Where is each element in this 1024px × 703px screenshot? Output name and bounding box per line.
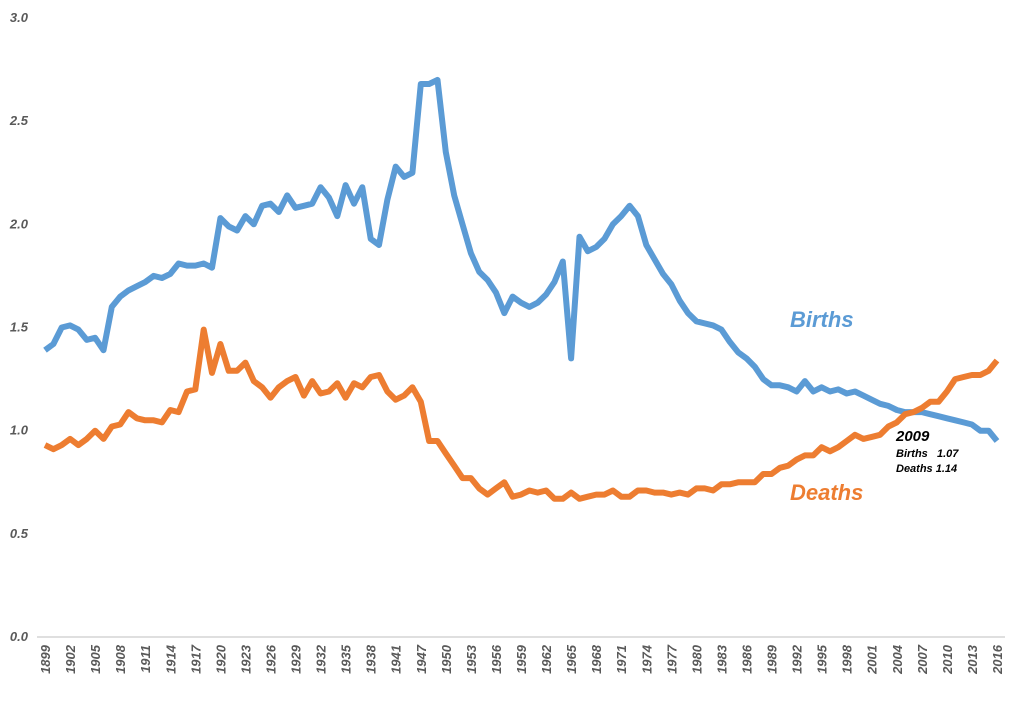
x-tick-label: 1899 bbox=[38, 644, 53, 674]
series-line bbox=[43, 326, 1000, 502]
y-tick-label: 0.0 bbox=[10, 629, 29, 644]
x-tick-label: 2016 bbox=[990, 644, 1005, 675]
x-tick-label: 2004 bbox=[890, 644, 905, 675]
x-tick-label: 1953 bbox=[464, 644, 479, 674]
x-tick-label: 1962 bbox=[539, 644, 554, 674]
x-tick-label: 1938 bbox=[364, 644, 379, 674]
annotation-births: Births 1.07 bbox=[896, 448, 959, 460]
x-tick-label: 1905 bbox=[88, 644, 103, 674]
x-tick-label: 1950 bbox=[439, 644, 454, 674]
x-tick-label: 1935 bbox=[339, 644, 354, 674]
x-tick-label: 1920 bbox=[213, 644, 228, 674]
x-tick-label: 2007 bbox=[915, 644, 930, 675]
x-tick-label: 2010 bbox=[940, 644, 955, 675]
x-tick-label: 1929 bbox=[289, 644, 304, 674]
x-tick-label: 1956 bbox=[489, 644, 504, 674]
x-tick-label: 1995 bbox=[815, 644, 830, 674]
x-tick-label: 1941 bbox=[389, 645, 404, 674]
x-tick-label: 1947 bbox=[414, 644, 429, 674]
x-tick-label: 1980 bbox=[689, 644, 704, 674]
y-tick-label: 1.5 bbox=[10, 320, 29, 335]
annotation-year: 2009 bbox=[895, 428, 930, 445]
x-tick-label: 2001 bbox=[865, 645, 880, 675]
x-tick-label: 1998 bbox=[840, 644, 855, 674]
y-tick-label: 0.5 bbox=[10, 526, 29, 541]
x-tick-label: 1974 bbox=[639, 644, 654, 674]
y-tick-label: 2.5 bbox=[9, 113, 29, 128]
x-tick-label: 1908 bbox=[113, 644, 128, 674]
x-tick-label: 1959 bbox=[514, 644, 529, 674]
y-tick-label: 3.0 bbox=[10, 10, 29, 25]
series-line bbox=[43, 76, 1000, 443]
series-label: Births bbox=[790, 307, 854, 332]
y-tick-label: 1.0 bbox=[10, 423, 29, 438]
y-tick-label: 2.0 bbox=[9, 216, 29, 231]
x-tick-label: 1923 bbox=[238, 644, 253, 674]
x-tick-label: 1914 bbox=[163, 644, 178, 674]
annotation-deaths: Deaths 1.14 bbox=[896, 463, 957, 475]
x-tick-label: 1965 bbox=[564, 644, 579, 674]
x-tick-label: 2013 bbox=[965, 644, 980, 675]
x-tick-label: 1917 bbox=[188, 644, 203, 674]
x-tick-label: 1968 bbox=[589, 644, 604, 674]
x-tick-label: 1926 bbox=[263, 644, 278, 674]
x-tick-label: 1986 bbox=[739, 644, 754, 674]
x-tick-label: 1911 bbox=[138, 645, 153, 673]
x-tick-label: 1992 bbox=[790, 644, 805, 674]
x-tick-label: 1932 bbox=[314, 644, 329, 674]
x-tick-label: 1902 bbox=[63, 644, 78, 674]
x-tick-label: 1977 bbox=[664, 644, 679, 674]
x-tick-label: 1983 bbox=[714, 644, 729, 674]
x-tick-label: 1989 bbox=[765, 644, 780, 674]
series-label: Deaths bbox=[790, 480, 863, 505]
x-tick-label: 1971 bbox=[614, 645, 629, 674]
